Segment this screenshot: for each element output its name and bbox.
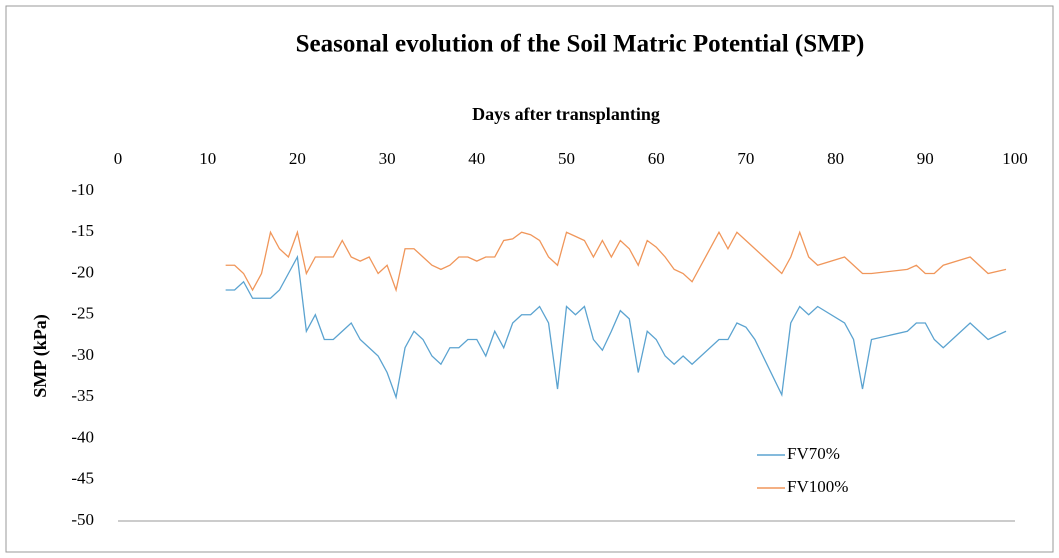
y-tick-label: -15	[71, 221, 94, 240]
chart-title: Seasonal evolution of the Soil Matric Po…	[296, 31, 865, 58]
x-axis-label: Days after transplanting	[472, 104, 660, 124]
y-tick-label: -40	[71, 427, 94, 446]
x-tick-label: 20	[289, 149, 306, 168]
data-line	[225, 229, 1007, 293]
x-tick-label: 0	[114, 149, 123, 168]
y-tick-label: -20	[71, 262, 94, 281]
y-tick-label: -35	[71, 386, 94, 405]
y-tick-label: -25	[71, 304, 94, 323]
x-tick-label: 30	[379, 149, 396, 168]
x-tick-label: 70	[737, 149, 754, 168]
y-tick-label: -10	[71, 180, 94, 199]
legend-label: FV70%	[787, 444, 840, 463]
x-tick-label: 50	[558, 149, 575, 168]
x-tick-label: 10	[199, 149, 216, 168]
x-tick-label: 90	[917, 149, 934, 168]
data-line	[225, 254, 1007, 400]
y-tick-label: -45	[71, 469, 94, 488]
x-tick-label: 100	[1002, 149, 1028, 168]
chart-border	[5, 5, 1054, 553]
x-tick-label: 80	[827, 149, 844, 168]
x-tick-label: 40	[468, 149, 485, 168]
x-tick-label: 60	[648, 149, 665, 168]
y-tick-label: -50	[71, 510, 94, 529]
legend-label: FV100%	[787, 477, 848, 496]
y-tick-label: -30	[71, 345, 94, 364]
y-axis-label: SMP (kPa)	[30, 314, 51, 398]
